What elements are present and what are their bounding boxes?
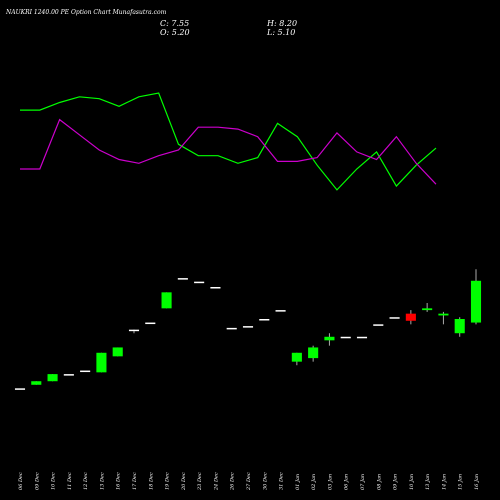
x-tick-label: 14 Jan: [441, 474, 447, 490]
candle-body: [324, 336, 335, 341]
candle-body: [275, 310, 286, 312]
x-tick-label: 30 Dec: [262, 472, 268, 490]
x-tick-label: 23 Dec: [197, 472, 203, 491]
candle-body: [454, 319, 465, 334]
candle-body: [226, 327, 237, 330]
candle-body: [14, 388, 26, 390]
x-tick-label: 24 Dec: [213, 472, 219, 491]
x-tick-label: 01 Jan: [295, 474, 301, 490]
x-tick-label: 06 Dec: [18, 472, 24, 490]
x-tick-label: 10 Dec: [51, 472, 57, 490]
x-tick-label: 16 Jan: [474, 474, 480, 490]
candle-body: [405, 313, 416, 321]
x-tick-label: 02 Jan: [311, 474, 317, 490]
x-tick-label: 16 Dec: [116, 472, 122, 490]
x-tick-label: 17 Dec: [132, 472, 138, 490]
x-tick-label: 15 Jan: [458, 474, 464, 490]
candle-body: [373, 324, 384, 326]
candle-body: [63, 374, 74, 376]
candle-body: [259, 319, 270, 321]
x-tick-label: 10 Jan: [409, 474, 415, 490]
candle-body: [242, 326, 254, 328]
lower-line-path: [20, 118, 437, 185]
candle-body: [80, 370, 91, 373]
candle-body: [112, 347, 123, 357]
candle-body: [194, 281, 205, 284]
candle-body: [389, 317, 400, 319]
candle-body: [422, 308, 433, 311]
candles: [14, 269, 482, 390]
candle-body: [161, 292, 172, 309]
open-value: O: 5.20: [160, 28, 190, 37]
x-tick-label: 18 Dec: [148, 472, 154, 490]
candle-body: [210, 287, 221, 289]
low-value: L: 5.10: [267, 28, 296, 37]
x-tick-label: 13 Jan: [425, 474, 431, 490]
x-tick-label: 19 Dec: [165, 472, 171, 490]
candle-body: [438, 313, 449, 316]
candle-body: [145, 322, 156, 325]
candle-body: [47, 374, 58, 382]
upper-indicator-line: [20, 92, 437, 191]
candle-body: [128, 329, 140, 332]
x-tick-label: 12 Dec: [83, 472, 89, 490]
lower-indicator-line: [20, 118, 437, 185]
high-value: H: 8.20: [267, 19, 298, 28]
chart-title: NAUKRI 1240.00 PE Option Chart Munafasut…: [6, 9, 167, 16]
x-tick-label: 09 Dec: [34, 472, 40, 490]
x-tick-label: 11 Dec: [67, 472, 73, 490]
x-tick-label: 06 Jan: [344, 474, 350, 490]
close-value: C: 7.55: [160, 19, 190, 28]
candle-body: [177, 278, 188, 280]
x-axis-labels: 06 Dec 09 Dec 10 Dec 11 Dec 12 Dec 13 Dec 16 D…: [18, 472, 480, 491]
candle-body: [470, 280, 482, 323]
candle-body: [291, 352, 302, 362]
candle-body: [356, 336, 368, 339]
x-tick-label: 27 Dec: [246, 472, 252, 491]
candle-body: [96, 352, 107, 373]
x-tick-label: 07 Jan: [360, 474, 366, 490]
x-tick-label: 08 Jan: [376, 474, 382, 490]
x-tick-label: 31 Dec: [279, 472, 285, 490]
x-tick-label: 03 Jan: [327, 474, 333, 490]
candle-body: [340, 336, 351, 339]
upper-line-path: [20, 92, 437, 191]
candle-body: [31, 381, 42, 385]
x-tick-label: 20 Dec: [181, 472, 187, 491]
x-tick-label: 26 Dec: [230, 472, 236, 491]
x-tick-label: 13 Dec: [99, 472, 105, 490]
x-tick-label: 09 Jan: [393, 474, 399, 490]
candle-body: [308, 347, 319, 359]
